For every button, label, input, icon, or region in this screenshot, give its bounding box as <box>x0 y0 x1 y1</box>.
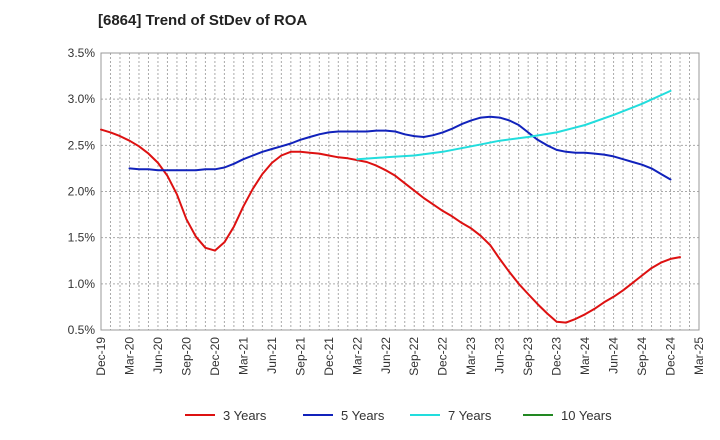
grid-lines <box>100 52 700 331</box>
series-line-5-years <box>128 115 672 181</box>
y-tick-label: 3.5% <box>68 46 96 60</box>
legend-label: 10 Years <box>561 408 612 423</box>
series-line-3-years <box>100 128 681 324</box>
x-tick-label: Jun-22 <box>379 337 393 374</box>
x-tick-label: Sep-20 <box>179 337 193 376</box>
legend-item: 3 Years <box>185 408 267 423</box>
legend-item: 10 Years <box>523 408 612 423</box>
legend-label: 7 Years <box>448 408 492 423</box>
x-tick-label: Mar-20 <box>122 337 136 375</box>
x-tick-label: Mar-22 <box>350 337 364 375</box>
x-tick-label: Dec-22 <box>436 337 450 376</box>
legend-label: 5 Years <box>341 408 385 423</box>
y-tick-label: 1.5% <box>68 231 96 245</box>
x-tick-label: Dec-20 <box>208 337 222 376</box>
x-tick-label: Dec-24 <box>664 337 678 376</box>
x-tick-label: Dec-21 <box>322 337 336 376</box>
x-tick-label: Mar-21 <box>236 337 250 375</box>
x-tick-label: Dec-23 <box>550 337 564 376</box>
x-tick-label: Mar-24 <box>578 337 592 375</box>
x-tick-label: Sep-24 <box>635 337 649 376</box>
y-tick-label: 3.0% <box>68 92 96 106</box>
legend-label: 3 Years <box>223 408 267 423</box>
x-tick-label: Dec-19 <box>94 337 108 376</box>
y-tick-label: 1.0% <box>68 277 96 291</box>
x-tick-label: Jun-21 <box>265 337 279 374</box>
x-tick-label: Sep-22 <box>407 337 421 376</box>
y-tick-label: 0.5% <box>68 323 96 337</box>
x-tick-label: Jun-23 <box>493 337 507 374</box>
plot-area <box>100 52 700 331</box>
series-lines <box>100 89 681 324</box>
chart-title: [6864] Trend of StDev of ROA <box>98 12 307 29</box>
x-tick-label: Mar-25 <box>692 337 706 375</box>
legend: 3 Years 5 Years 7 Years 10 Years <box>185 408 612 423</box>
x-tick-label: Jun-24 <box>607 337 621 374</box>
series-line-7-years <box>356 89 672 161</box>
y-tick-label: 2.0% <box>68 185 96 199</box>
x-tick-label: Sep-21 <box>293 337 307 376</box>
y-axis-tick-labels: 0.5% 1.0% 1.5% 2.0% 2.5% 3.0% 3.5% <box>68 46 96 337</box>
y-tick-label: 2.5% <box>68 138 96 152</box>
x-tick-label: Mar-23 <box>464 337 478 375</box>
x-tick-label: Jun-20 <box>151 337 165 374</box>
x-tick-label: Sep-23 <box>521 337 535 376</box>
legend-item: 5 Years <box>303 408 385 423</box>
legend-item: 7 Years <box>410 408 492 423</box>
x-axis-tick-labels: Dec-19 Mar-20 Jun-20 Sep-20 Dec-20 Mar-21 Jun-… <box>94 337 706 376</box>
